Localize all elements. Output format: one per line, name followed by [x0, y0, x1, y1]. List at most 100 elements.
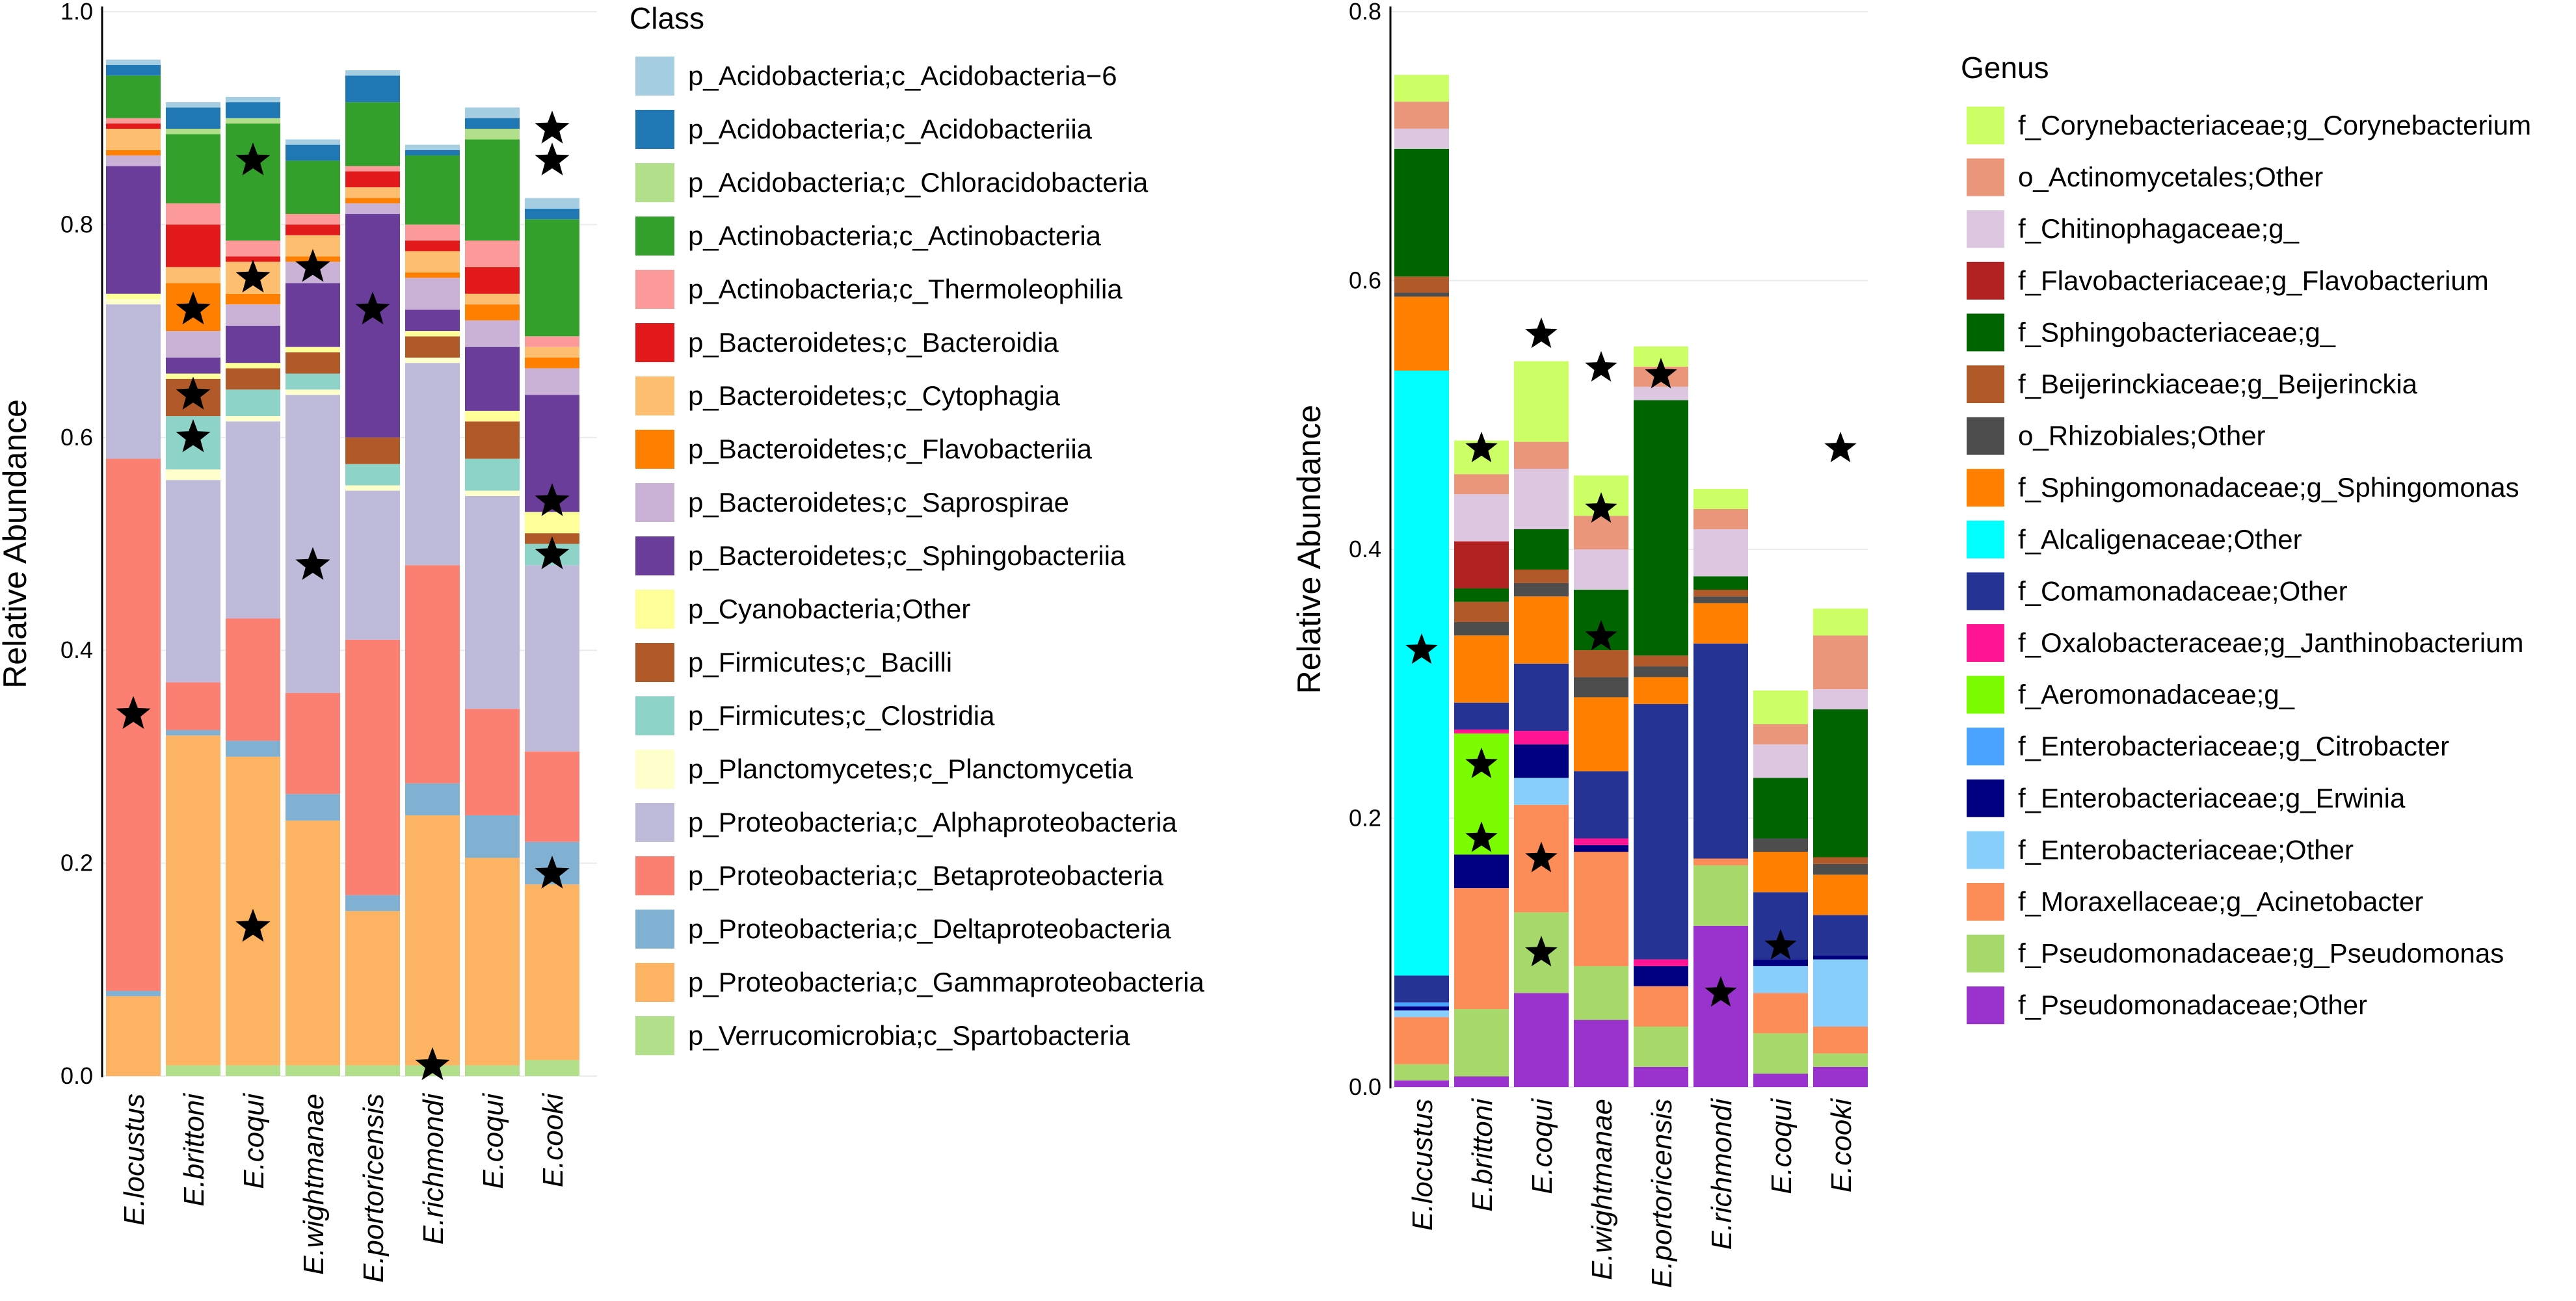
bar-segment — [465, 410, 520, 422]
bar-segment — [1753, 744, 1808, 778]
bar-segment — [1574, 852, 1628, 966]
bar-segment — [1514, 596, 1569, 664]
bar-segment — [1753, 993, 1808, 1034]
legend-label: f_Enterobacteriaceae;g_Citrobacter — [2018, 731, 2449, 761]
legend-label: p_Bacteroidetes;c_Saprospirae — [688, 487, 1069, 518]
legend-label: p_Proteobacteria;c_Betaproteobacteria — [688, 860, 1163, 891]
bar-segment — [166, 358, 220, 374]
bar-segment — [166, 267, 220, 283]
bar-segment — [465, 293, 520, 305]
significance-star-icon — [1585, 620, 1617, 651]
bar-segment — [106, 64, 161, 76]
bar-segment — [405, 358, 460, 363]
legend-swatch — [1965, 571, 2006, 612]
bar-segment — [1454, 1076, 1509, 1087]
bar-segment — [1753, 852, 1808, 893]
bar-segment — [1574, 516, 1628, 549]
legend-swatch — [634, 642, 676, 683]
bar-segment — [405, 278, 460, 310]
legend-label: p_Acidobacteria;c_Acidobacteriia — [688, 114, 1093, 144]
significance-star-icon — [535, 142, 570, 176]
bar-segment — [1634, 677, 1688, 704]
bar-segment — [1454, 588, 1509, 602]
legend-swatch — [1965, 623, 2006, 663]
bar-segment — [1813, 874, 1868, 915]
bar-segment — [465, 458, 520, 491]
bar-segment — [1394, 1010, 1449, 1018]
significance-star-icon — [1824, 431, 1857, 462]
bar-segment — [285, 347, 340, 352]
significance-star-icon — [355, 291, 390, 324]
significance-star-icon — [1465, 747, 1498, 778]
bar-segment — [1574, 1019, 1628, 1087]
legend-swatch — [1965, 674, 2006, 715]
y-axis-title: Relative Abundance — [0, 399, 33, 689]
legend-label: f_Enterobacteriaceae;g_Erwinia — [2018, 783, 2406, 813]
bar-segment — [465, 858, 520, 1066]
significance-star-icon — [1465, 821, 1498, 852]
bar-segment — [1574, 845, 1628, 852]
legend-swatch — [634, 855, 676, 897]
legend-swatch — [634, 482, 676, 523]
y-axis-title: Relative Abundance — [1291, 405, 1327, 694]
bar-segment — [405, 240, 460, 252]
bar-segment — [166, 1065, 220, 1076]
bar-segment — [1813, 1066, 1868, 1087]
significance-star-icon — [1405, 633, 1438, 664]
legend-label: p_Bacteroidetes;c_Flavobacteriia — [688, 434, 1093, 464]
legend-swatch — [1965, 364, 2006, 404]
legend-label: p_Proteobacteria;c_Deltaproteobacteria — [688, 913, 1171, 944]
legend-swatch — [1965, 415, 2006, 456]
significance-star-icon — [1525, 936, 1558, 967]
bar-segment — [166, 373, 220, 379]
sample-label: E.richmondi — [1706, 1098, 1738, 1250]
legend-swatch — [1965, 882, 2006, 922]
bar-segment — [106, 123, 161, 129]
bar-segment — [1514, 583, 1569, 597]
bar-segment — [1753, 1073, 1808, 1087]
bar-segment — [1514, 361, 1569, 442]
bar-segment — [285, 821, 340, 1066]
bar-segment — [1394, 128, 1449, 149]
bar-segment — [1574, 838, 1628, 845]
legend-label: f_Sphingobacteriaceae;g_ — [2018, 317, 2336, 347]
bar-segment — [226, 293, 280, 305]
bar-segment — [1394, 148, 1449, 277]
bar-segment — [1394, 75, 1449, 102]
bar-segment — [465, 1065, 520, 1076]
legend-label: p_Bacteroidetes;c_Bacteroidia — [688, 327, 1059, 358]
bar-segment — [106, 996, 161, 1076]
bar-segment — [1634, 400, 1688, 656]
bar-segment — [405, 336, 460, 358]
bar-segment — [1394, 296, 1449, 371]
bar-segment — [465, 139, 520, 241]
significance-star-icon — [535, 111, 570, 144]
legend-swatch — [634, 55, 676, 97]
bar-segment — [345, 70, 400, 76]
bar-segment — [465, 118, 520, 129]
legend-label: p_Firmicutes;c_Clostridia — [688, 700, 995, 731]
bar-segment — [226, 240, 280, 257]
bar-segment — [1813, 689, 1868, 710]
bar-segment — [1693, 488, 1748, 509]
bar-segment — [405, 150, 460, 155]
bar-segment — [1634, 986, 1688, 1027]
significance-star-icon — [1525, 317, 1558, 348]
bar-segment — [106, 155, 161, 166]
legend-swatch — [1965, 933, 2006, 974]
bar-segment — [1574, 966, 1628, 1020]
bar-segment — [1813, 608, 1868, 636]
bar-segment — [1813, 863, 1868, 875]
bar-segment — [345, 911, 400, 1066]
bar-segment — [1394, 371, 1449, 976]
legend-label: p_Cyanobacteria;Other — [688, 594, 970, 624]
bar-segment — [525, 751, 579, 842]
bar-segment — [405, 155, 460, 225]
significance-star-icon — [116, 696, 151, 729]
bar-segment — [1394, 1006, 1449, 1011]
bar-segment — [525, 208, 579, 220]
bar-segment — [1813, 915, 1868, 956]
legend-swatch — [634, 1015, 676, 1057]
sample-label: E.cooki — [537, 1093, 569, 1188]
